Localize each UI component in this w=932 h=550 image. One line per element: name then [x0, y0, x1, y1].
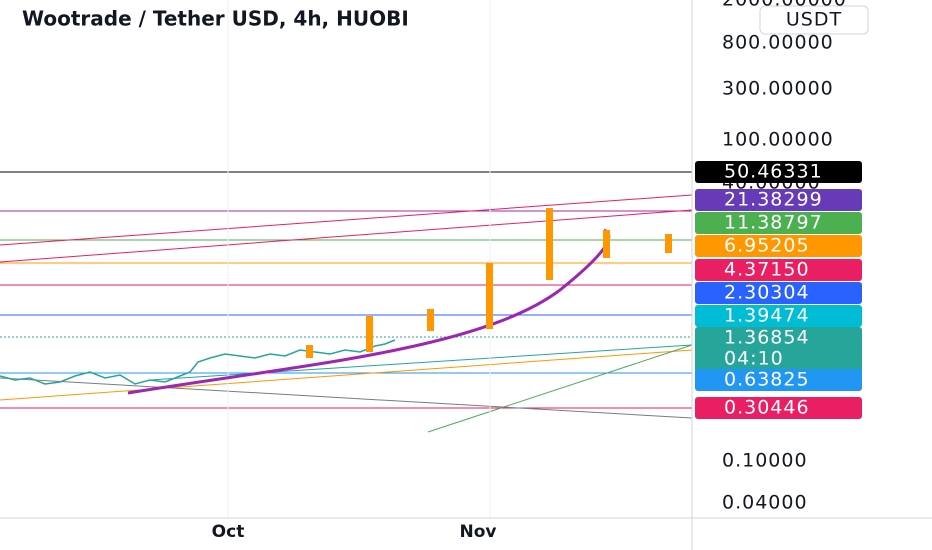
price-tag	[695, 282, 862, 304]
price-tag	[695, 259, 862, 281]
trend-line	[0, 194, 693, 246]
price-tag-label: 1.39474	[724, 305, 810, 327]
price-label: 0.04000	[722, 492, 808, 514]
currency-label[interactable]: USDT	[786, 9, 842, 31]
trend-line	[0, 209, 693, 263]
price-tag	[695, 327, 862, 373]
price-label: 2000.00000	[722, 0, 847, 11]
price-tag	[695, 189, 862, 211]
trend-line	[149, 344, 693, 381]
price-tag-label: 21.38299	[724, 189, 823, 211]
price-tag-label: 4.37150	[724, 259, 810, 281]
price-label: 0.10000	[722, 450, 808, 472]
price-tag	[695, 397, 862, 419]
price-tag-label: 1.36854	[724, 327, 810, 349]
currency-button[interactable]	[759, 5, 869, 35]
bar	[665, 234, 672, 253]
price-tag	[695, 369, 862, 391]
projection-bars	[306, 208, 672, 358]
price-label: 800.00000	[722, 32, 834, 54]
bar	[486, 263, 493, 329]
bar	[546, 208, 553, 280]
price-tag	[695, 305, 862, 327]
price-tag-label: 0.30446	[724, 397, 810, 419]
price-tag-label: 11.38797	[724, 212, 823, 234]
price-tag-label: 50.46331	[724, 161, 823, 183]
trend-line	[0, 349, 693, 401]
bar	[306, 345, 313, 358]
time-label: Oct	[212, 522, 245, 542]
price-tag-label: 2.30304	[724, 282, 810, 304]
bar	[366, 316, 373, 352]
price-label: 300.00000	[722, 78, 834, 100]
price-axis: 2000.00000800.00000300.00000100.0000040.…	[722, 0, 847, 514]
price-tag-label: 6.95205	[724, 235, 810, 257]
price-tags: 50.46331 21.3829911.387976.952054.371502.…	[695, 161, 862, 419]
bar	[427, 309, 434, 331]
price-label: 100.00000	[722, 129, 834, 151]
drawings	[0, 0, 693, 518]
trend-line	[427, 344, 693, 433]
trend-line	[0, 377, 693, 419]
price-candles	[0, 339, 396, 385]
price-tag-countdown: 04:10	[724, 348, 784, 370]
price-tag	[695, 161, 862, 183]
bar	[603, 230, 610, 258]
price-tag-label: 0.63825	[724, 369, 810, 391]
time-label: Nov	[460, 522, 497, 542]
symbol-title: Wootrade / Tether USD, 4h, HUOBI	[22, 7, 409, 31]
price-tag	[695, 212, 862, 234]
price-tag	[695, 235, 862, 257]
